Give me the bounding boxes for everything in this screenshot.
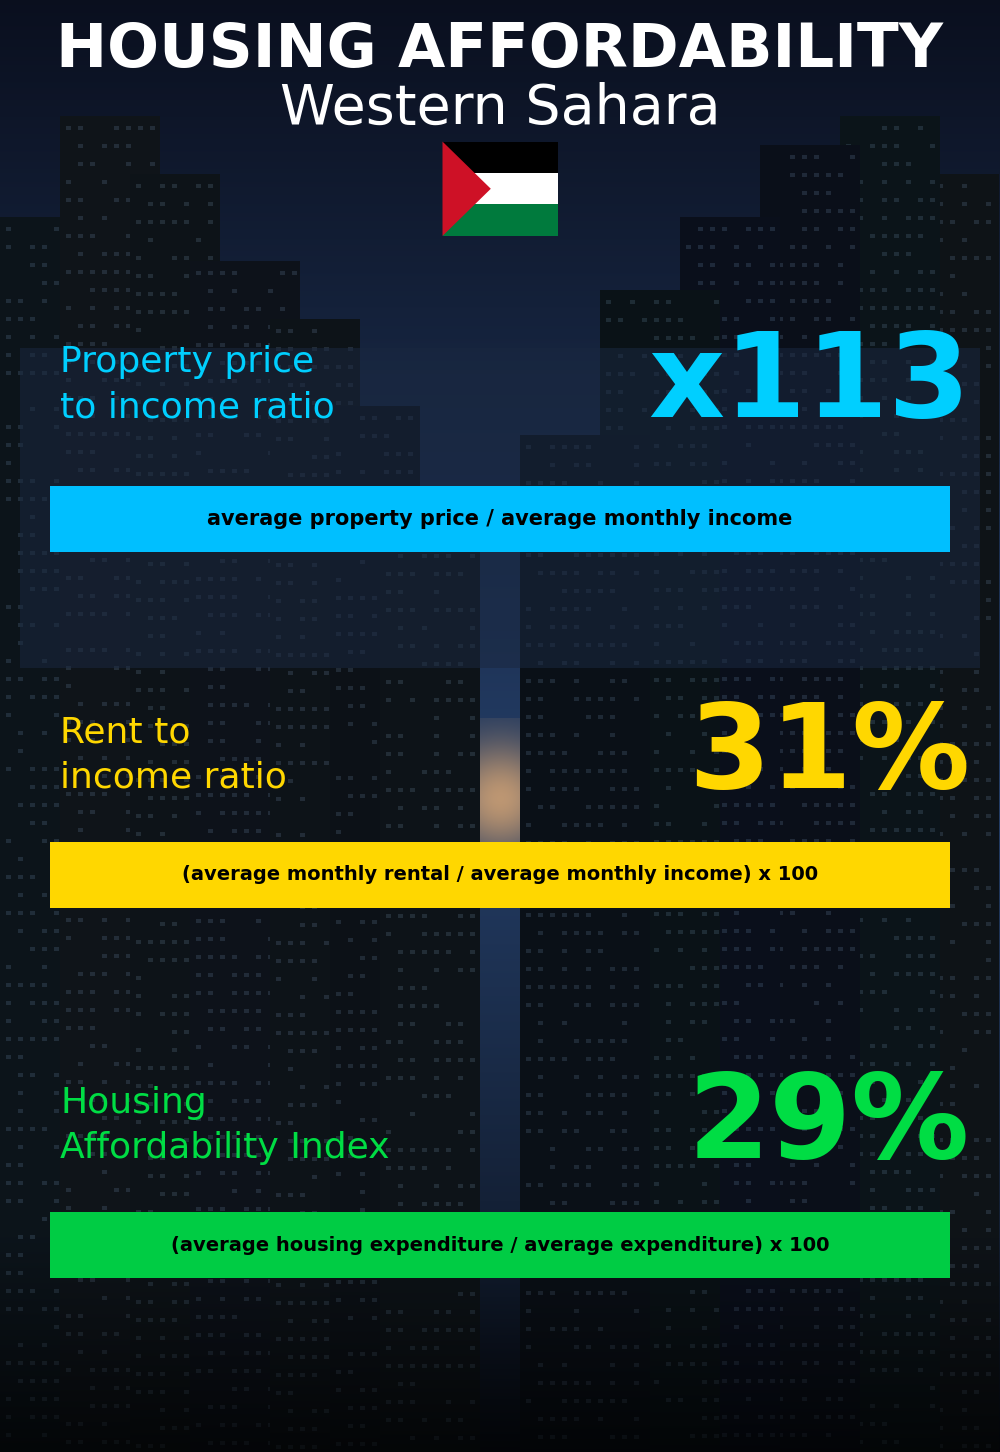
Text: Rent to
income ratio: Rent to income ratio — [60, 716, 287, 794]
FancyBboxPatch shape — [442, 173, 558, 205]
Text: (average monthly rental / average monthly income) x 100: (average monthly rental / average monthl… — [182, 865, 818, 884]
Text: 29%: 29% — [688, 1067, 970, 1183]
Text: average property price / average monthly income: average property price / average monthly… — [207, 510, 793, 529]
FancyBboxPatch shape — [20, 348, 980, 668]
FancyBboxPatch shape — [442, 141, 558, 173]
Text: Property price
to income ratio: Property price to income ratio — [60, 346, 335, 424]
Text: 31%: 31% — [688, 697, 970, 813]
FancyBboxPatch shape — [442, 205, 558, 235]
Text: (average housing expenditure / average expenditure) x 100: (average housing expenditure / average e… — [171, 1236, 829, 1255]
Text: Western Sahara: Western Sahara — [280, 81, 720, 136]
FancyBboxPatch shape — [50, 486, 950, 552]
Text: x113: x113 — [648, 327, 970, 443]
Text: Housing
Affordability Index: Housing Affordability Index — [60, 1086, 390, 1165]
Text: HOUSING AFFORDABILITY: HOUSING AFFORDABILITY — [56, 22, 944, 80]
FancyBboxPatch shape — [50, 842, 950, 908]
Polygon shape — [442, 141, 491, 235]
FancyBboxPatch shape — [50, 1212, 950, 1278]
